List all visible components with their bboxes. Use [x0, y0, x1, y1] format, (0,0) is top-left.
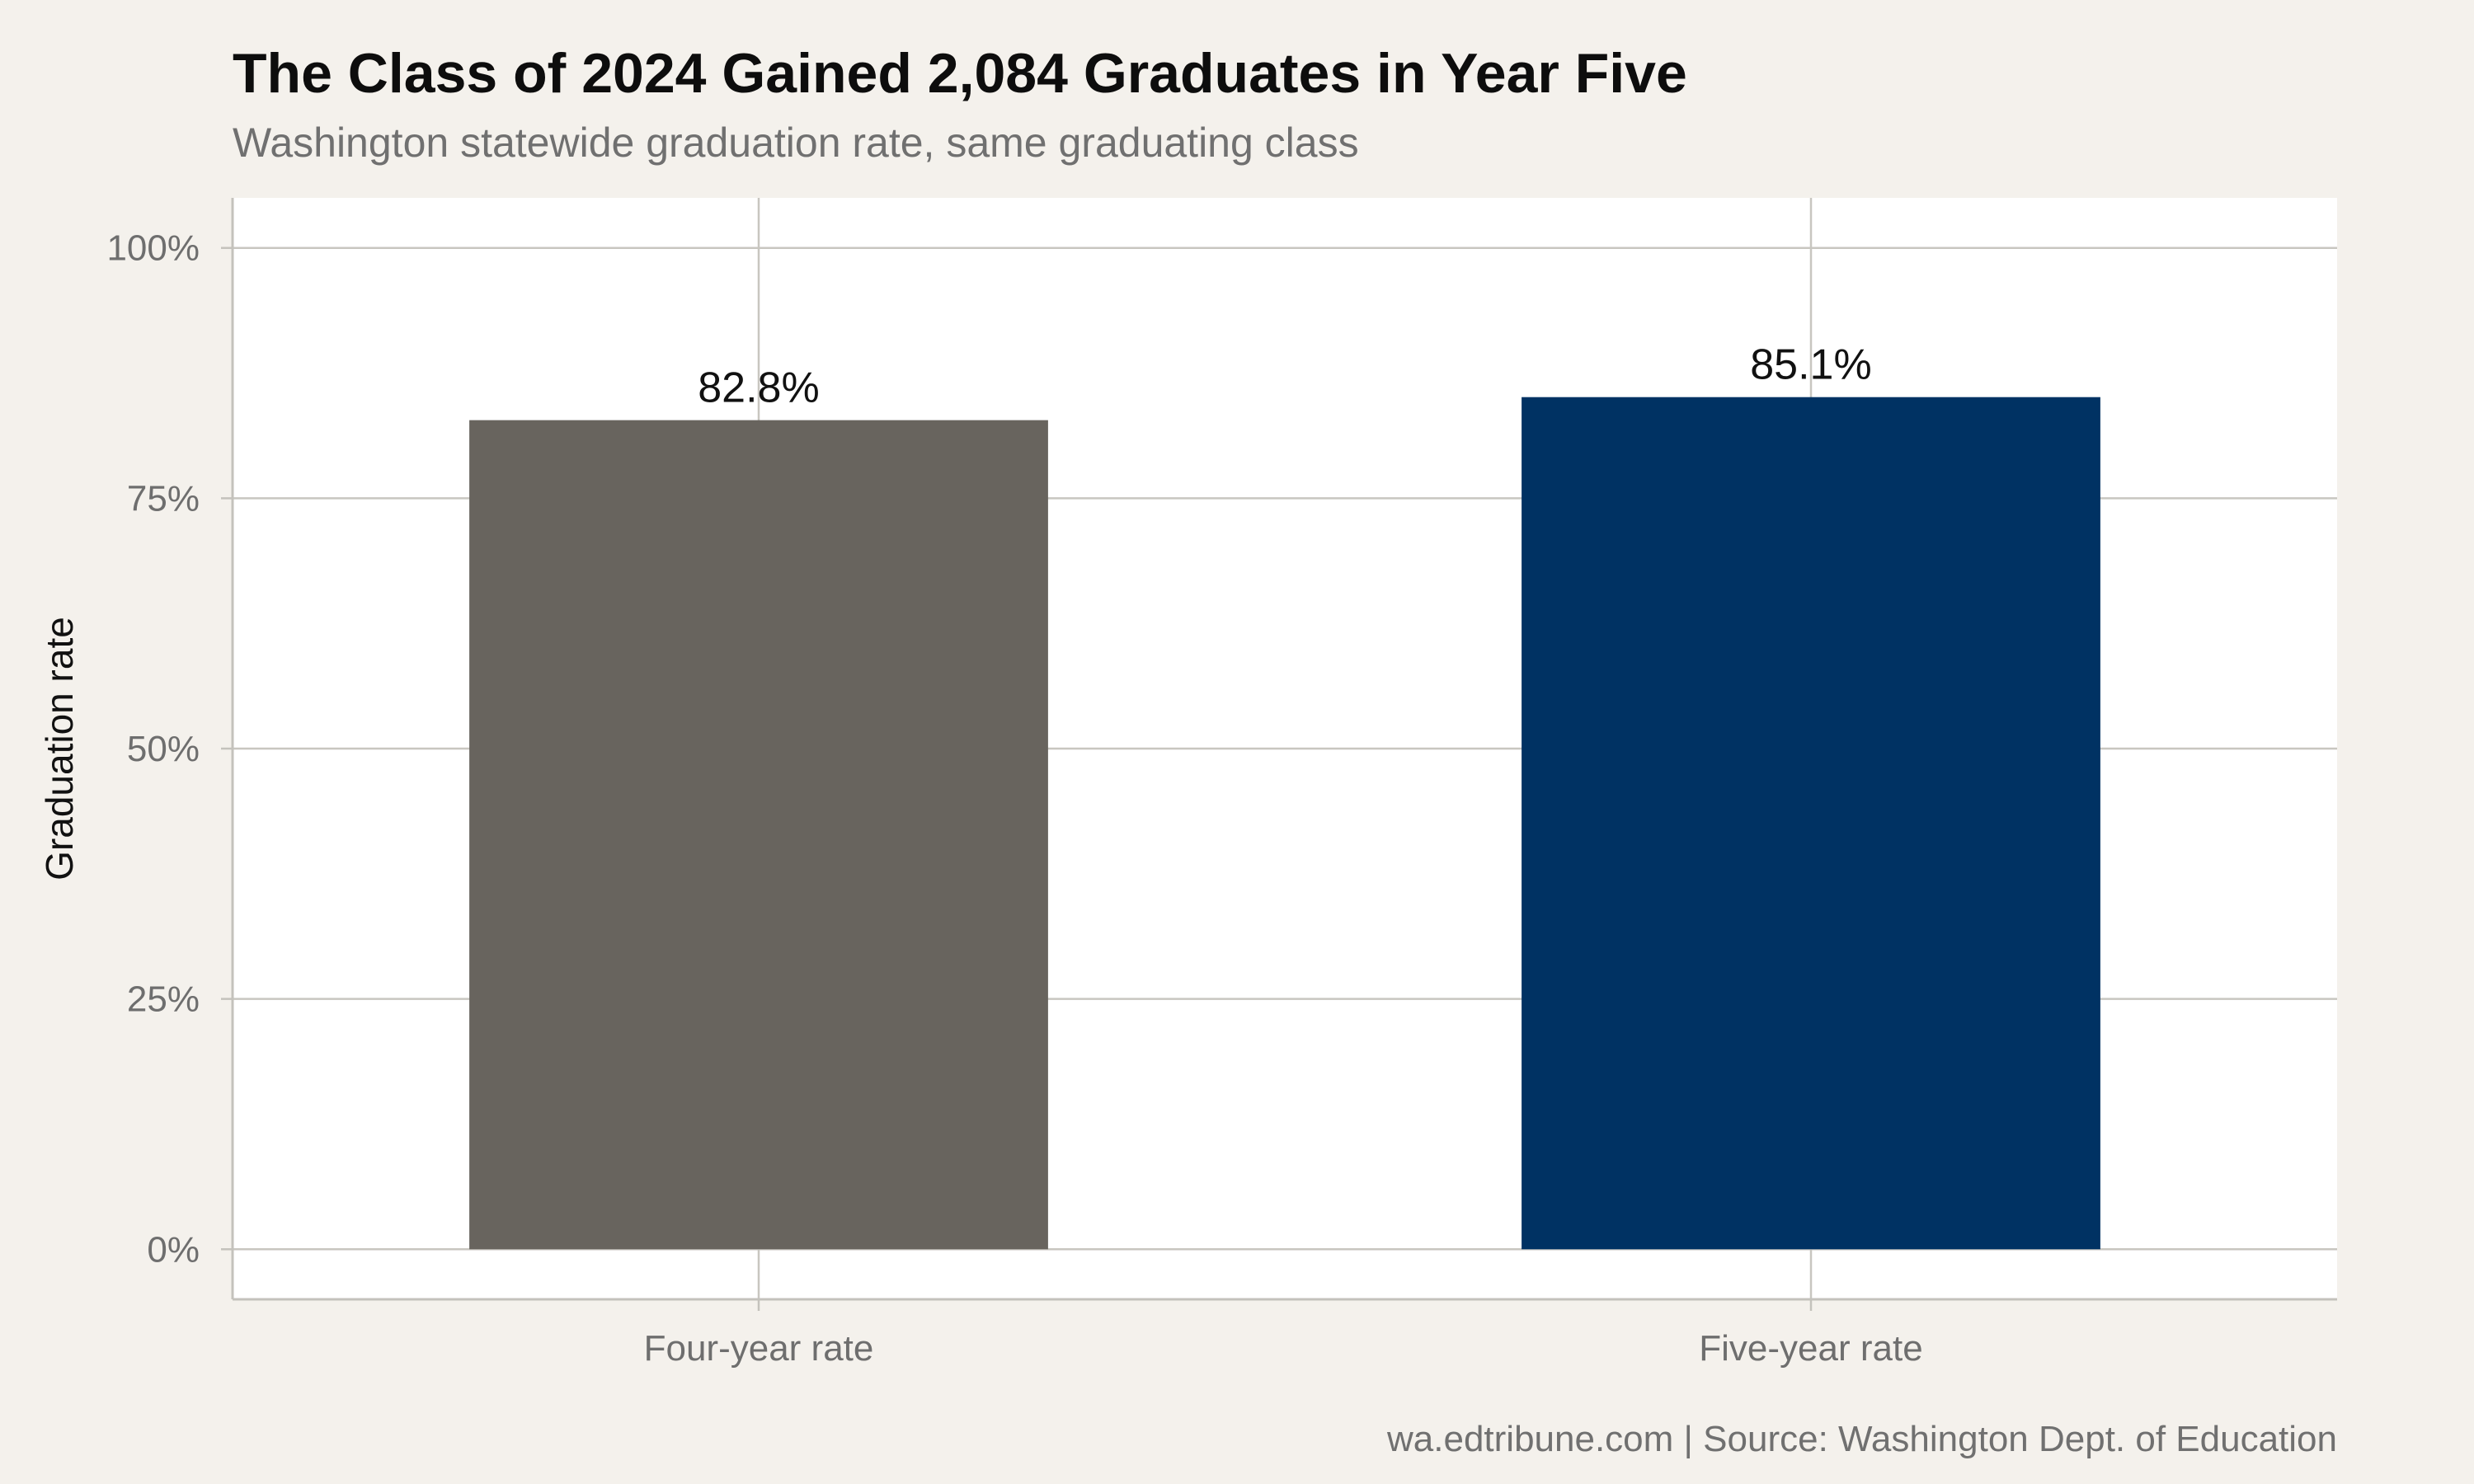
axis-layer: [221, 198, 2337, 1311]
bar-value-label: 85.1%: [1750, 341, 1871, 389]
label-layer: 0% 25% 50% 75% 100% 82.8% 85.1% Four-year rate F…: [106, 228, 1922, 1369]
y-axis-title: Graduation rate: [38, 617, 81, 881]
y-tick-label: 0%: [147, 1229, 200, 1270]
y-tick-label: 50%: [127, 729, 200, 769]
y-tick-label: 100%: [106, 228, 200, 269]
bar-four-year-rate: [469, 420, 1048, 1250]
bar-layer: [469, 397, 2100, 1250]
bar-value-label: 82.8%: [698, 364, 819, 412]
bar-five-year-rate: [1522, 397, 2100, 1250]
y-tick-label: 25%: [127, 979, 200, 1020]
chart-caption: wa.edtribune.com | Source: Washington De…: [1386, 1419, 2337, 1459]
x-tick-label: Five-year rate: [1699, 1328, 1922, 1369]
chart-subtitle: Washington statewide graduation rate, sa…: [233, 120, 1359, 166]
x-tick-label: Four-year rate: [644, 1328, 874, 1369]
chart-title: The Class of 2024 Gained 2,084 Graduates…: [233, 42, 1687, 105]
y-tick-label: 75%: [127, 478, 200, 519]
